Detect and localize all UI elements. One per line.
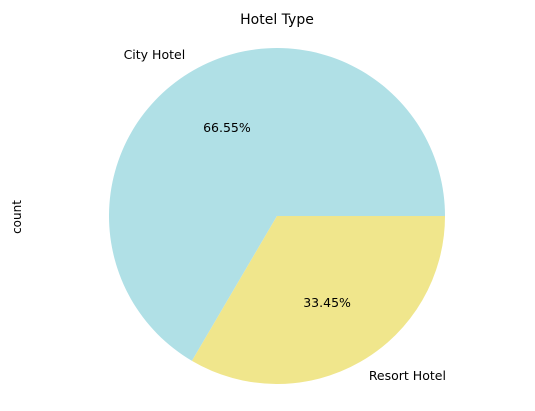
slice-label: Resort Hotel (369, 368, 446, 383)
slice-percent-label: 66.55% (203, 120, 251, 135)
y-axis-label: count (10, 200, 24, 234)
chart-title: Hotel Type (240, 12, 314, 28)
pie-slice-resort-hotel (191, 216, 445, 385)
pie-slice-city-hotel (109, 48, 445, 361)
slice-percent-label: 33.45% (303, 295, 351, 310)
slice-label: City Hotel (124, 47, 186, 62)
pie-slices (109, 48, 445, 385)
pie-labels: City Hotel 66.55% Resort Hotel 33.45% (124, 47, 446, 383)
